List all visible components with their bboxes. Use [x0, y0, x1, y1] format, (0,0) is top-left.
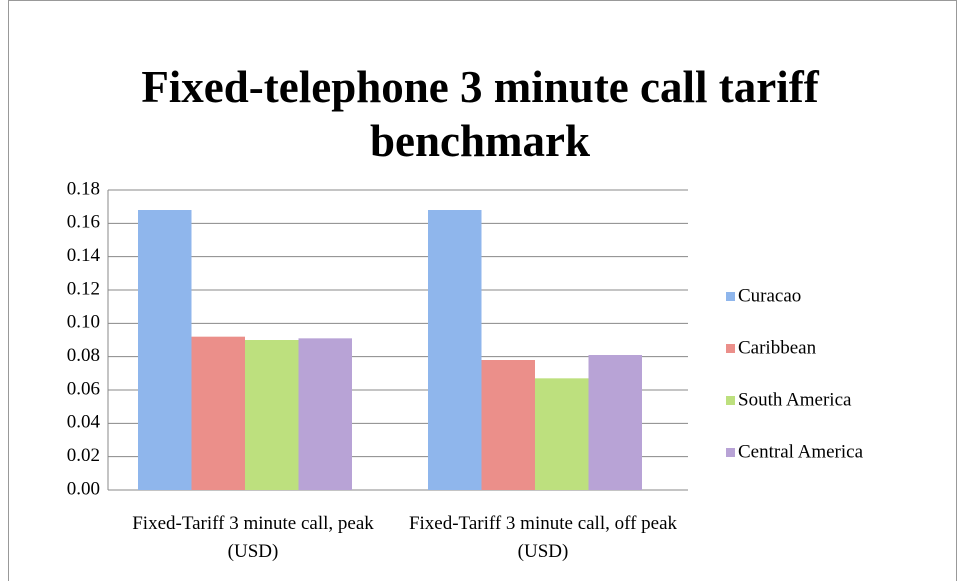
y-tick-label: 0.06	[67, 378, 100, 399]
x-tick-label: Fixed-Tariff 3 minute call, off peak (US…	[408, 513, 678, 562]
legend-label: South America	[738, 389, 852, 410]
y-tick-label: 0.10	[67, 312, 100, 333]
bar	[481, 360, 535, 490]
bar	[535, 378, 589, 490]
legend-swatch	[726, 448, 735, 457]
legend-swatch	[726, 292, 735, 301]
legend-swatch	[726, 344, 735, 353]
y-tick-label: 0.08	[67, 345, 100, 366]
y-tick-label: 0.12	[67, 278, 100, 299]
legend-label: Curacao	[738, 285, 801, 306]
y-tick-label: 0.18	[67, 178, 100, 199]
bar	[428, 210, 482, 490]
bar	[191, 336, 245, 490]
bar	[245, 340, 299, 490]
bar	[588, 355, 642, 490]
y-tick-label: 0.04	[67, 412, 101, 433]
bar	[298, 338, 352, 490]
legend-label: Central America	[738, 441, 864, 462]
legend-label: Caribbean	[738, 337, 817, 358]
y-tick-label: 0.14	[67, 245, 101, 266]
x-tick-label: Fixed-Tariff 3 minute call, peak (USD)	[132, 513, 374, 562]
y-tick-label: 0.00	[67, 478, 100, 499]
chart-frame	[8, 0, 957, 581]
bar	[138, 210, 192, 490]
y-tick-label: 0.16	[67, 212, 100, 233]
y-tick-label: 0.02	[67, 445, 100, 466]
legend-swatch	[726, 396, 735, 405]
chart-title: Fixed-telephone 3 minute call tariff ben…	[141, 62, 819, 166]
